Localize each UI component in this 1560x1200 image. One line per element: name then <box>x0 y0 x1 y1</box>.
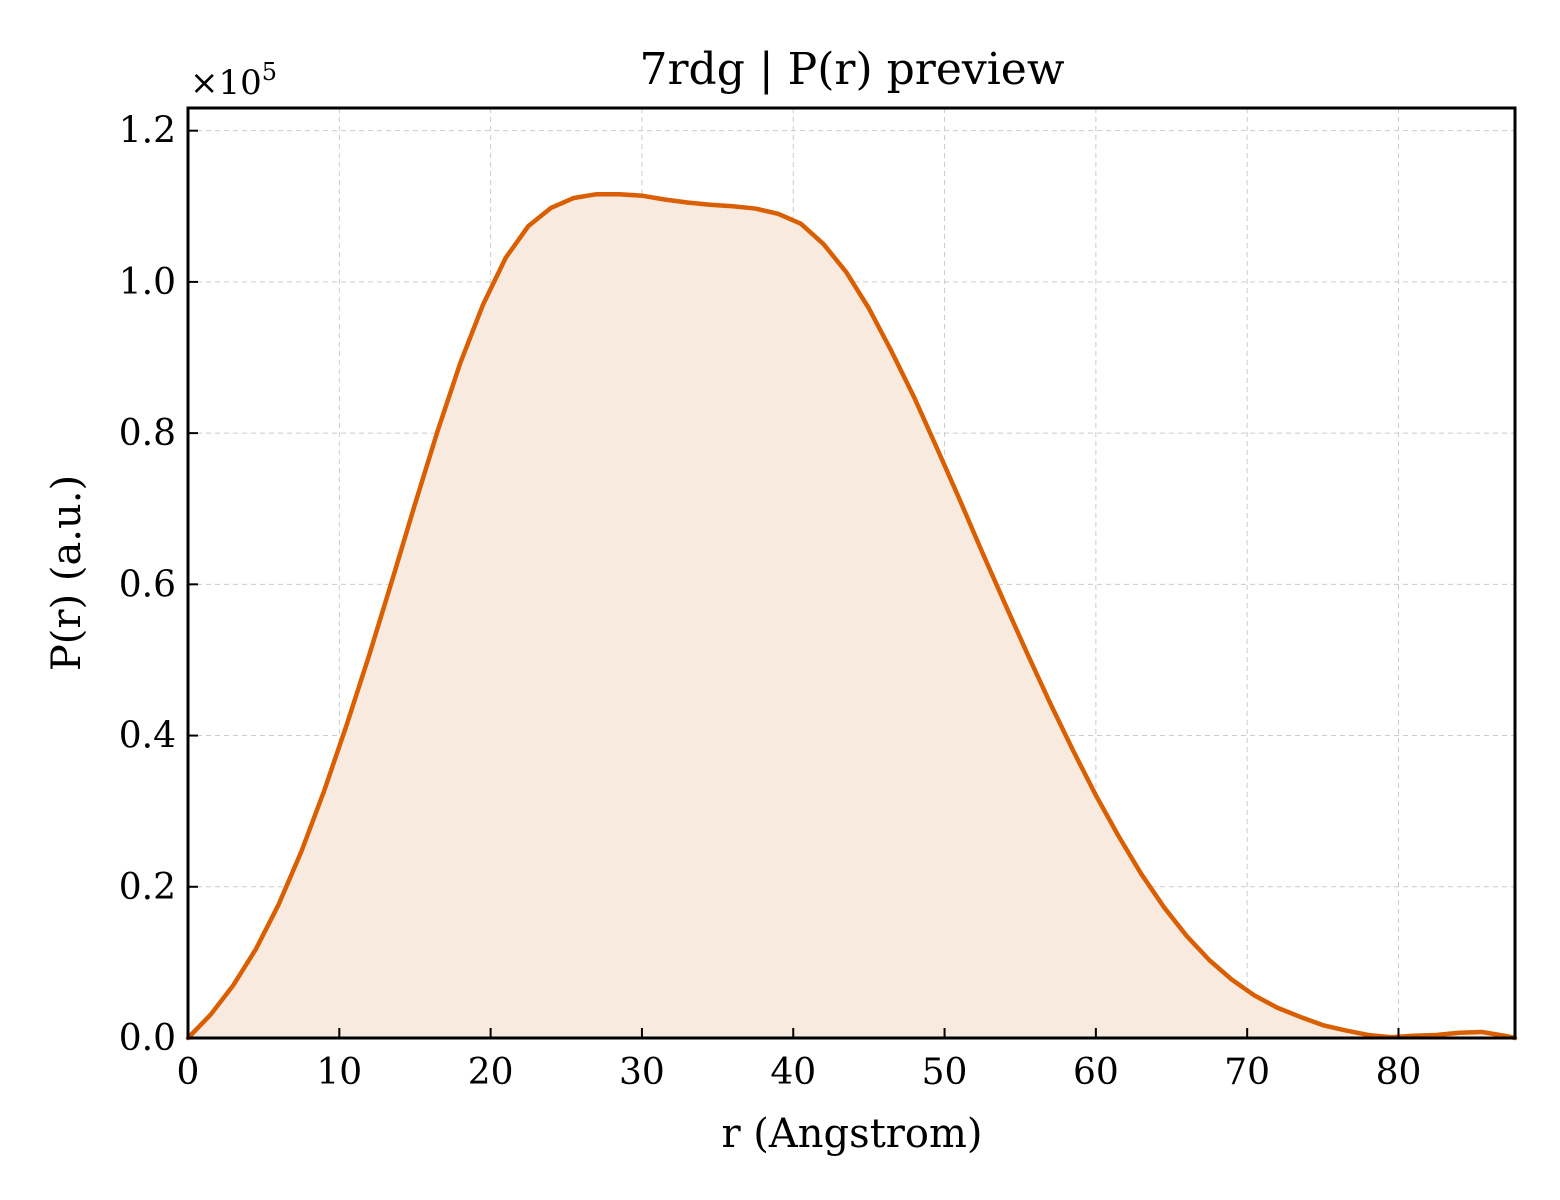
y-tick-label-6: 1.2 <box>119 111 176 152</box>
x-tick-label-5: 50 <box>922 1052 968 1093</box>
x-tick-label-4: 40 <box>770 1052 816 1093</box>
y-axis-offset-label: ×105 <box>190 58 277 103</box>
y-axis-ticks: 0.0 0.2 0.4 0.6 0.8 1.0 1.2 <box>119 111 198 1059</box>
x-tick-label-8: 80 <box>1376 1052 1422 1093</box>
plot-frame <box>186 106 1517 1040</box>
y-tick-label-3: 0.6 <box>119 564 176 605</box>
x-tick-label-1: 10 <box>316 1052 362 1093</box>
chart-title: 7rdg | P(r) preview <box>640 44 1065 95</box>
y-tick-label-5: 1.0 <box>119 262 176 303</box>
x-tick-label-6: 60 <box>1073 1052 1119 1093</box>
y-axis-label: P(r) (a.u.) <box>44 475 90 671</box>
x-axis-label: r (Angstrom) <box>721 1111 982 1157</box>
area-fill <box>188 194 1515 1038</box>
series-line <box>185 191 1518 1041</box>
x-tick-label-0: 0 <box>177 1052 200 1093</box>
y-axis-offset-base: ×10 <box>190 63 262 103</box>
y-tick-label-1: 0.2 <box>119 867 176 908</box>
x-tick-label-3: 30 <box>619 1052 665 1093</box>
y-tick-label-4: 0.8 <box>119 413 176 454</box>
x-tick-label-7: 70 <box>1224 1052 1270 1093</box>
x-axis-ticks: 0 10 20 30 40 50 60 70 80 <box>177 1028 1422 1093</box>
y-axis-offset-exponent: 5 <box>262 58 277 86</box>
x-tick-label-2: 20 <box>468 1052 514 1093</box>
y-tick-label-2: 0.4 <box>119 716 176 757</box>
y-tick-label-0: 0.0 <box>119 1018 176 1059</box>
